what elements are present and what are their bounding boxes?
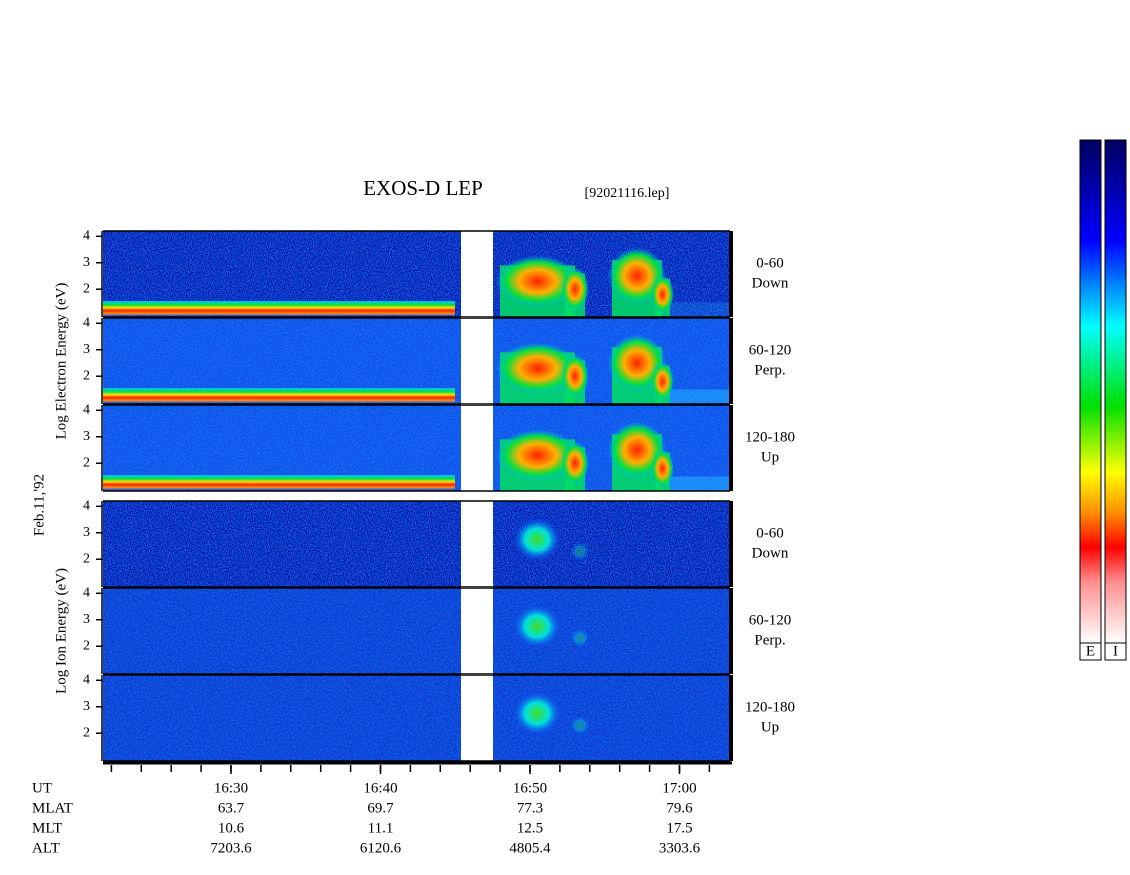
y-tick-label: 3 — [83, 612, 90, 627]
y-tick-label: 3 — [83, 342, 90, 357]
y-tick-label: 2 — [83, 368, 90, 383]
x-tick-label: 17:00 — [662, 780, 696, 796]
electron-burst — [561, 267, 589, 312]
y-axis-title: Log Ion Energy (eV) — [53, 568, 69, 694]
date-label: Feb.11,'92 — [31, 474, 47, 536]
y-tick-label: 2 — [83, 281, 90, 296]
electron-burst — [496, 342, 579, 395]
ion-burst — [513, 604, 561, 649]
y-tick-label: 2 — [83, 455, 90, 470]
electron-band — [103, 301, 455, 316]
y-tick-label: 3 — [83, 699, 90, 714]
orbit-value: 17.5 — [666, 820, 692, 836]
electron-burst — [651, 275, 674, 314]
data-gap — [461, 587, 493, 675]
y-tick-label: 3 — [83, 255, 90, 270]
y-tick-label: 4 — [83, 316, 90, 331]
panel-direction: Down — [752, 275, 789, 291]
orbit-row-name: MLAT — [32, 800, 73, 816]
orbit-value: 4805.4 — [509, 840, 551, 856]
panel-angle: 120-180 — [745, 699, 795, 715]
y-tick-label: 4 — [83, 673, 90, 688]
panel-angle: 0-60 — [756, 255, 784, 271]
y-tick-label: 2 — [83, 551, 90, 566]
panel-angle: 60-120 — [749, 612, 792, 628]
panel-angle: 60-120 — [749, 342, 792, 358]
spectrogram-dots — [103, 588, 730, 674]
ion-burst — [513, 691, 561, 736]
panel-angle: 120-180 — [745, 429, 795, 445]
y-tick-label: 2 — [83, 638, 90, 653]
panel-angle: 0-60 — [756, 525, 784, 541]
y-axis-title: Log Electron Energy (eV) — [53, 283, 69, 440]
orbit-row-name: MLT — [32, 820, 62, 836]
orbit-value: 6120.6 — [360, 840, 402, 856]
orbit-value: 11.1 — [368, 820, 394, 836]
electron-tail — [670, 302, 730, 317]
data-gap — [461, 674, 493, 762]
panel-direction: Perp. — [754, 632, 785, 648]
orbit-value: 69.7 — [367, 800, 394, 816]
electron-tail — [670, 389, 730, 404]
color-bar-label-box — [1104, 642, 1127, 661]
electron-burst — [496, 429, 579, 482]
orbit-value: 77.3 — [517, 800, 543, 816]
y-tick-label: 4 — [83, 229, 90, 244]
y-tick-label: 4 — [83, 403, 90, 418]
x-tick-label: 16:30 — [214, 780, 248, 796]
electron-burst — [561, 441, 589, 486]
color-bar — [1079, 139, 1102, 644]
electron-band — [103, 388, 455, 403]
data-gap — [461, 317, 493, 405]
panel-direction: Down — [752, 545, 789, 561]
ion-burst-faint — [570, 715, 590, 736]
y-tick-label: 3 — [83, 525, 90, 540]
orbit-value: 3303.6 — [659, 840, 701, 856]
spectrogram-dots — [103, 501, 730, 587]
y-tick-label: 3 — [83, 429, 90, 444]
electron-tail — [670, 476, 730, 491]
data-gap — [461, 404, 493, 492]
ion-burst — [513, 517, 561, 562]
y-tick-label: 2 — [83, 725, 90, 740]
orbit-value: 12.5 — [517, 820, 543, 836]
orbit-value: 10.6 — [218, 820, 245, 836]
orbit-value: 7203.6 — [210, 840, 252, 856]
electron-burst — [651, 362, 674, 401]
ion-burst-faint — [570, 541, 590, 562]
panel-direction: Up — [761, 719, 779, 735]
orbit-row-name: UT — [32, 780, 52, 796]
data-gap — [461, 500, 493, 588]
ion-burst-faint — [570, 628, 590, 649]
panel-direction: Up — [761, 449, 779, 465]
x-tick-label: 16:50 — [513, 780, 547, 796]
color-bar — [1104, 139, 1127, 644]
x-tick-label: 16:40 — [363, 780, 397, 796]
orbit-value: 63.7 — [218, 800, 245, 816]
chart-title: EXOS-D LEP — [363, 176, 483, 200]
orbit-value: 79.6 — [666, 800, 693, 816]
color-bar-label: I — [1113, 643, 1118, 659]
file-name: [92021116.lep] — [585, 186, 670, 201]
y-tick-label: 4 — [83, 586, 90, 601]
y-tick-label: 4 — [83, 499, 90, 514]
electron-burst — [496, 255, 579, 308]
color-bar-label-box — [1079, 642, 1102, 661]
electron-band — [103, 475, 455, 490]
orbit-row-name: ALT — [32, 840, 60, 856]
electron-burst — [651, 449, 674, 488]
data-gap — [461, 230, 493, 318]
electron-burst — [561, 354, 589, 399]
panel-direction: Perp. — [754, 362, 785, 378]
color-bar-label: E — [1086, 643, 1095, 659]
spectrogram-dots — [103, 675, 730, 761]
